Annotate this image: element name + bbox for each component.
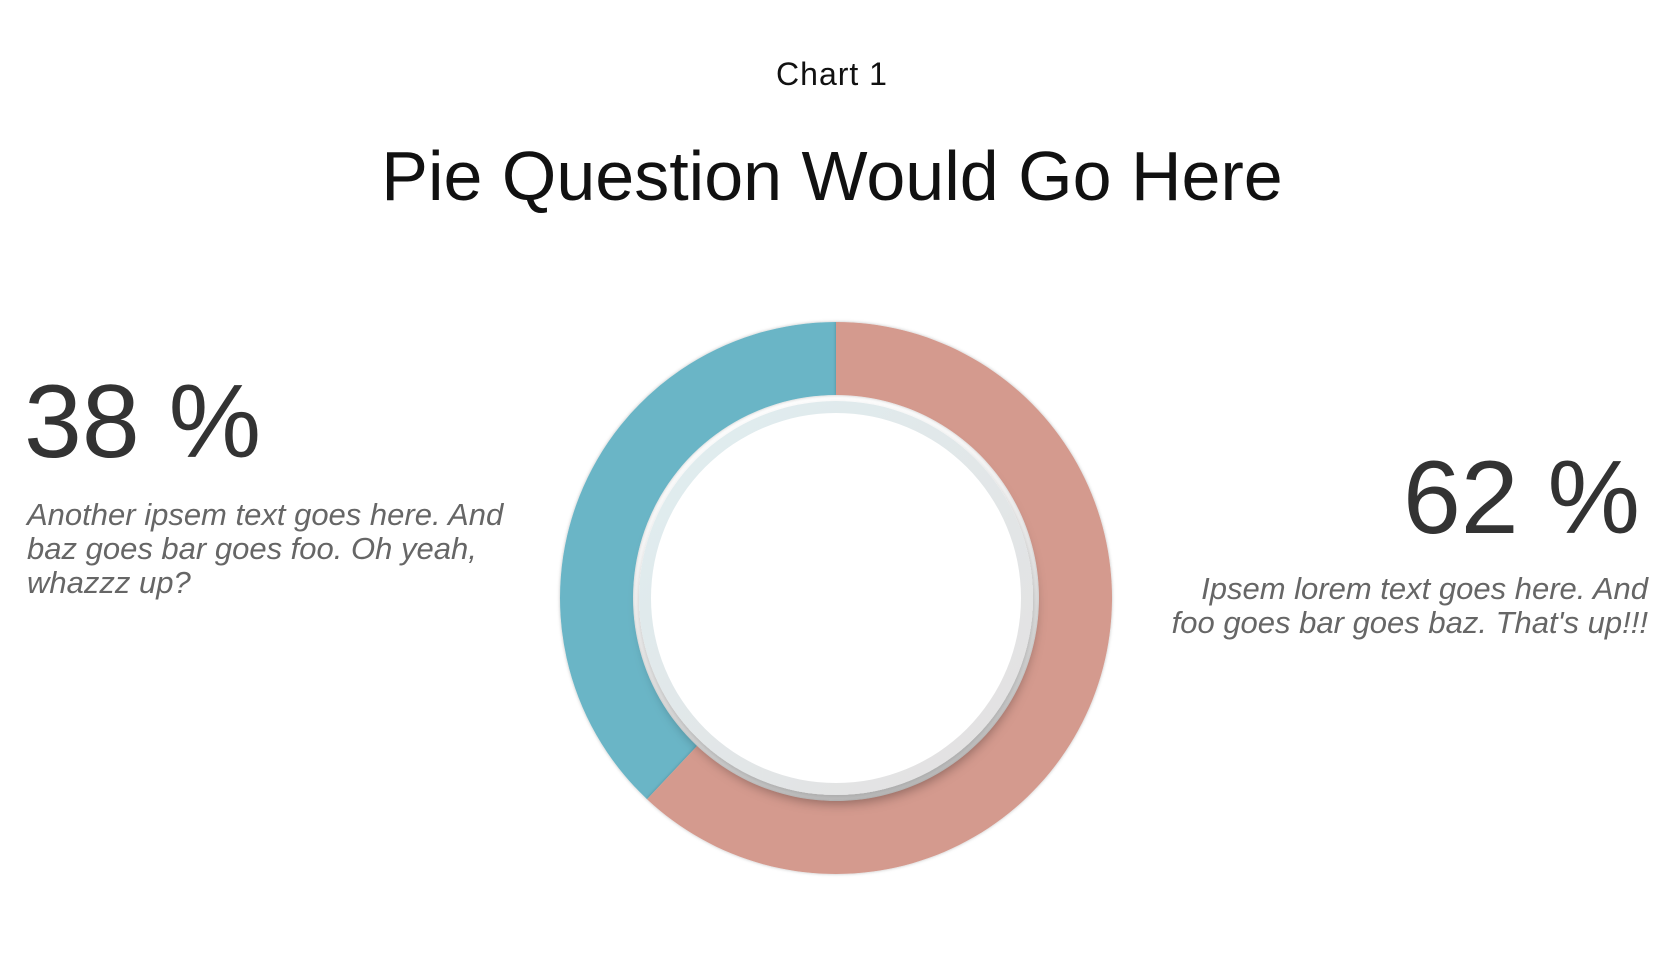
right-percent-label: 62 % xyxy=(1402,440,1640,556)
donut-slice-1 xyxy=(560,322,836,800)
donut-hole xyxy=(651,413,1021,783)
right-description: Ipsem lorem text goes here. And foo goes… xyxy=(1171,571,1648,640)
left-description: Another ipsem text goes here. And baz go… xyxy=(27,497,504,600)
left-percent-label: 38 % xyxy=(24,364,262,480)
chart-label: Chart 1 xyxy=(776,56,888,92)
chart-title: Pie Question Would Go Here xyxy=(381,137,1283,215)
donut-slice-2 xyxy=(647,322,1112,874)
